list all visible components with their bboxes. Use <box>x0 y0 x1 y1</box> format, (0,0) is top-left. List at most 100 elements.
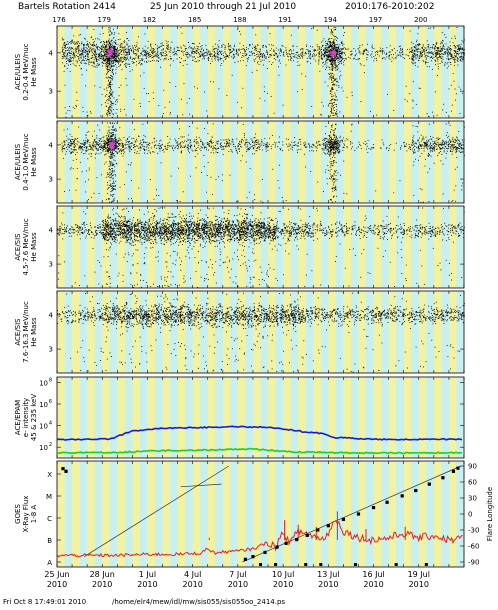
core-point <box>331 47 333 50</box>
data-point <box>416 44 418 46</box>
data-point <box>450 54 452 56</box>
data-point <box>425 142 427 144</box>
grid-stripe <box>177 121 186 203</box>
data-point <box>212 149 214 151</box>
data-point <box>131 179 132 181</box>
data-point <box>262 46 264 48</box>
data-point <box>140 59 142 61</box>
data-point <box>452 57 454 58</box>
data-point <box>114 54 116 56</box>
data-point <box>66 52 68 54</box>
data-point <box>253 142 255 144</box>
data-point <box>430 27 432 29</box>
data-point <box>122 56 124 58</box>
data-point <box>176 46 178 48</box>
data-point <box>320 114 322 116</box>
data-point <box>442 163 444 165</box>
data-point <box>74 64 76 66</box>
data-point <box>173 54 175 56</box>
data-point <box>242 55 244 56</box>
data-point <box>108 107 110 109</box>
data-point <box>88 169 90 171</box>
data-point <box>353 48 355 50</box>
data-point <box>421 146 423 147</box>
data-point <box>196 150 198 151</box>
data-point <box>418 59 420 61</box>
data-point <box>338 140 340 142</box>
data-point <box>109 30 111 32</box>
data-point <box>343 57 345 59</box>
data-point <box>68 147 70 149</box>
data-point <box>383 50 385 52</box>
data-point <box>110 81 111 83</box>
panel-1-ylabel-2: He Mass <box>30 147 38 177</box>
data-point <box>161 143 163 145</box>
data-point <box>189 45 191 47</box>
data-point <box>447 50 449 52</box>
data-point <box>267 142 269 144</box>
data-point <box>277 49 279 51</box>
data-point <box>211 141 213 143</box>
data-point <box>447 54 449 56</box>
data-point <box>103 146 105 148</box>
data-point <box>206 147 207 149</box>
data-point <box>123 41 125 43</box>
data-point <box>386 47 388 49</box>
data-point <box>236 48 237 50</box>
data-point <box>128 144 130 146</box>
data-point <box>231 150 233 152</box>
data-point <box>445 123 447 125</box>
data-point <box>217 52 219 54</box>
data-point <box>110 47 112 49</box>
data-point <box>69 57 71 59</box>
data-point <box>191 56 193 58</box>
data-point <box>62 148 64 150</box>
data-point <box>160 53 162 55</box>
data-point <box>126 53 128 55</box>
data-point <box>165 148 166 150</box>
data-point <box>217 143 219 145</box>
data-point <box>107 61 108 63</box>
data-point <box>324 45 326 47</box>
data-point <box>91 36 93 38</box>
data-point <box>109 106 111 108</box>
data-point <box>253 137 255 139</box>
data-point <box>297 55 299 57</box>
data-point <box>118 60 120 62</box>
data-point <box>435 60 437 62</box>
data-point <box>412 139 414 141</box>
data-point <box>328 52 330 54</box>
data-point <box>255 133 256 135</box>
data-point <box>228 138 230 140</box>
data-point <box>84 49 86 51</box>
data-point <box>104 95 106 97</box>
data-point <box>250 146 252 148</box>
data-point <box>334 61 336 63</box>
data-point <box>153 56 155 58</box>
data-point <box>412 99 414 101</box>
data-point <box>78 58 80 60</box>
data-point <box>296 144 298 146</box>
panel-1-ylabel-1: 0.4-1.0 MeV/nuc <box>22 133 30 190</box>
data-point <box>93 62 95 64</box>
data-point <box>283 51 285 53</box>
data-point <box>129 70 131 72</box>
data-point <box>343 52 345 53</box>
data-point <box>328 38 330 40</box>
data-point <box>420 51 422 53</box>
data-point <box>180 98 182 100</box>
data-point <box>385 148 387 150</box>
data-point <box>331 87 333 89</box>
data-point <box>218 54 220 56</box>
data-point <box>187 51 188 53</box>
data-point <box>309 45 311 47</box>
data-point <box>282 150 284 152</box>
data-point <box>122 58 124 60</box>
data-point <box>444 34 446 36</box>
data-point <box>343 143 345 145</box>
data-point <box>94 157 96 159</box>
data-point <box>81 50 83 52</box>
data-point <box>105 73 107 75</box>
data-point <box>451 37 453 39</box>
data-point <box>451 57 453 59</box>
